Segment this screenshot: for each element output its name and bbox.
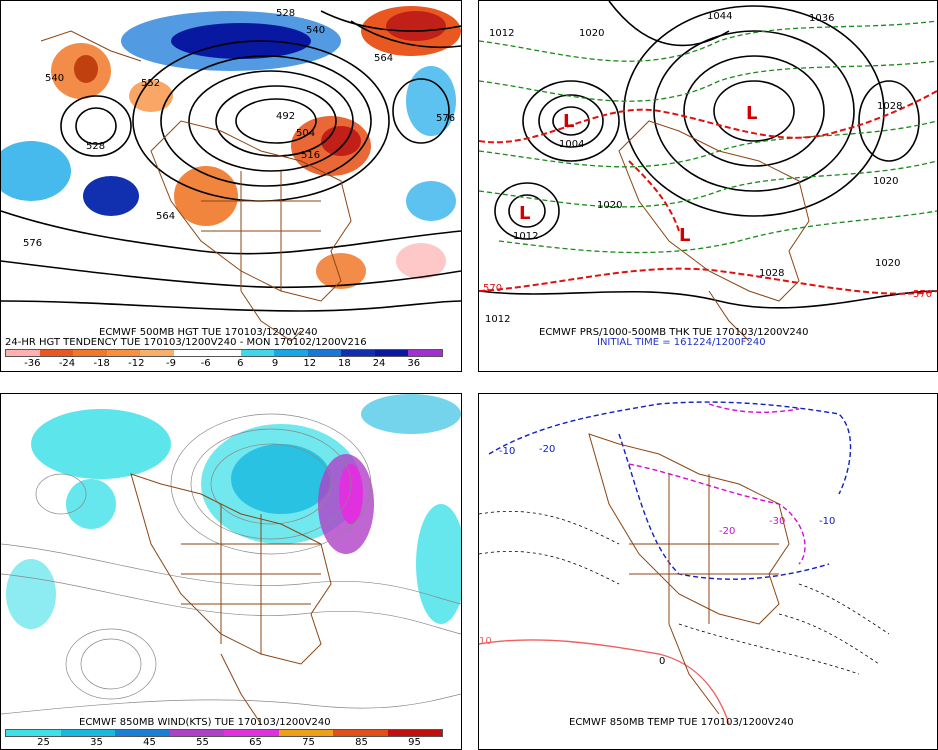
tick-label: 24 xyxy=(372,358,386,369)
contour-label: 1012 xyxy=(513,231,538,242)
isotherm-labels: -10 -20 -30 -20 -10 0 10 xyxy=(479,444,835,667)
panel-initial-time: INITIAL TIME = 161224/1200F240 xyxy=(597,337,766,348)
panel-850mb-temp: -10 -20 -30 -20 -10 0 10 ECMWF 850MB TEM… xyxy=(478,393,938,750)
low-pressure-marker: L xyxy=(746,103,757,124)
contour-label: 540 xyxy=(306,25,325,36)
tendency-colorbar xyxy=(5,349,443,357)
wind-colorbar xyxy=(5,729,443,737)
tick-label: 9 xyxy=(271,358,279,369)
low-pressure-marker: L xyxy=(679,225,690,246)
contour-label: -10 xyxy=(499,446,515,457)
contour-label: -30 xyxy=(769,516,785,527)
contour-label: 576 xyxy=(436,113,455,124)
contour-label: 564 xyxy=(374,53,393,64)
contour-label: 0 xyxy=(659,656,665,667)
isotherms-cold xyxy=(488,401,852,580)
wind-speed-shading xyxy=(6,394,461,629)
tick-label: 65 xyxy=(249,737,262,748)
contour-label: 1028 xyxy=(877,101,902,112)
panel-title: ECMWF PRS/1000-500MB THK TUE 170103/1200… xyxy=(539,327,809,338)
isobar-labels: 1012 1020 1004 1028 1036 1044 1020 1012 … xyxy=(483,11,932,325)
isobars xyxy=(479,1,937,309)
isotherms-warm xyxy=(479,639,730,725)
high-low-markers: L L L L xyxy=(519,103,757,246)
tick-label: 95 xyxy=(408,737,421,748)
isotherms-black xyxy=(479,511,890,675)
contour-label: 10 xyxy=(479,636,492,647)
tick-label: 55 xyxy=(196,737,209,748)
tick-label: -36 xyxy=(24,358,41,369)
tick-label: -18 xyxy=(93,358,110,369)
contour-label: 528 xyxy=(86,141,105,152)
contour-label: 1020 xyxy=(873,176,898,187)
tick-label: -12 xyxy=(128,358,145,369)
tendency-shading xyxy=(1,6,461,289)
map-pressure-thickness: L L L L 1012 1020 1004 1028 1036 1044 10… xyxy=(479,1,937,342)
panel-subtitle: 24-HR HGT TENDENCY TUE 170103/1200V240 -… xyxy=(5,337,367,348)
continent-outlines xyxy=(130,473,332,725)
continent-outlines xyxy=(40,30,352,342)
thickness-cold xyxy=(479,20,937,254)
contour-label: 1004 xyxy=(559,139,584,150)
contour-label: 1036 xyxy=(809,13,834,24)
contour-label: 528 xyxy=(276,8,295,19)
low-pressure-marker: L xyxy=(519,203,530,224)
contour-label: 540 xyxy=(45,73,64,84)
panel-title: ECMWF 500MB HGT TUE 170103/1200V240 xyxy=(99,327,318,338)
tick-label: 75 xyxy=(302,737,315,748)
tick-label: 35 xyxy=(90,737,103,748)
tick-label: 12 xyxy=(303,358,317,369)
contour-label: 516 xyxy=(301,150,320,161)
height-contours xyxy=(1,10,461,312)
contour-label: 570 xyxy=(913,289,932,300)
tendency-colorbar-ticks: -36 -24 -18 -12 -9 -6 6 9 12 18 24 36 xyxy=(15,358,431,369)
panel-pressure-thickness: L L L L 1012 1020 1004 1028 1036 1044 10… xyxy=(478,0,938,372)
tick-label: 18 xyxy=(338,358,351,369)
tick-label: 85 xyxy=(355,737,368,748)
contour-label: 1012 xyxy=(485,314,510,325)
contour-label: 576 xyxy=(23,238,42,249)
panel-title: ECMWF 850MB WIND(KTS) TUE 170103/1200V24… xyxy=(79,717,331,728)
contour-label: 1044 xyxy=(707,11,732,22)
contour-label: 564 xyxy=(156,211,175,222)
contour-label: 552 xyxy=(141,78,160,89)
tick-label: 6 xyxy=(237,358,244,369)
contour-label: 492 xyxy=(276,111,295,122)
contour-label: 1020 xyxy=(579,28,604,39)
tick-label: -9 xyxy=(166,358,177,369)
wind-colorbar-ticks: 25 35 45 55 65 75 85 95 xyxy=(17,737,441,748)
tick-label: 25 xyxy=(37,737,50,748)
tick-label: -24 xyxy=(58,358,76,369)
contour-label: 504 xyxy=(296,128,315,139)
height-labels: 528 540 552 564 576 504 516 492 528 576 … xyxy=(23,8,455,249)
contour-label: -20 xyxy=(539,444,555,455)
streamlines xyxy=(1,413,461,715)
panel-850mb-wind: ECMWF 850MB WIND(KTS) TUE 170103/1200V24… xyxy=(0,393,462,750)
low-pressure-marker: L xyxy=(563,111,574,132)
continent-outlines xyxy=(588,433,790,715)
continent-outlines xyxy=(618,120,810,342)
contour-label: 570 xyxy=(483,283,502,294)
contour-label: 1020 xyxy=(875,258,900,269)
tick-label: 45 xyxy=(143,737,156,748)
contour-label: 1028 xyxy=(759,268,784,279)
contour-label: -20 xyxy=(719,526,735,537)
tick-label: 36 xyxy=(407,358,421,369)
contour-label: 1020 xyxy=(597,200,622,211)
map-500mb-height: 528 540 552 564 576 504 516 492 528 576 … xyxy=(1,6,461,342)
tick-label: -6 xyxy=(200,358,211,369)
panel-title: ECMWF 850MB TEMP TUE 170103/1200V240 xyxy=(569,717,794,728)
thickness-warm xyxy=(479,90,937,295)
panel-500mb-height: 528 540 552 564 576 504 516 492 528 576 … xyxy=(0,0,462,372)
contour-label: -10 xyxy=(819,516,835,527)
contour-label: 1012 xyxy=(489,28,514,39)
isotherms-very-cold xyxy=(628,403,806,565)
map-850mb-wind xyxy=(1,394,461,725)
map-850mb-temp: -10 -20 -30 -20 -10 0 10 xyxy=(479,401,890,725)
